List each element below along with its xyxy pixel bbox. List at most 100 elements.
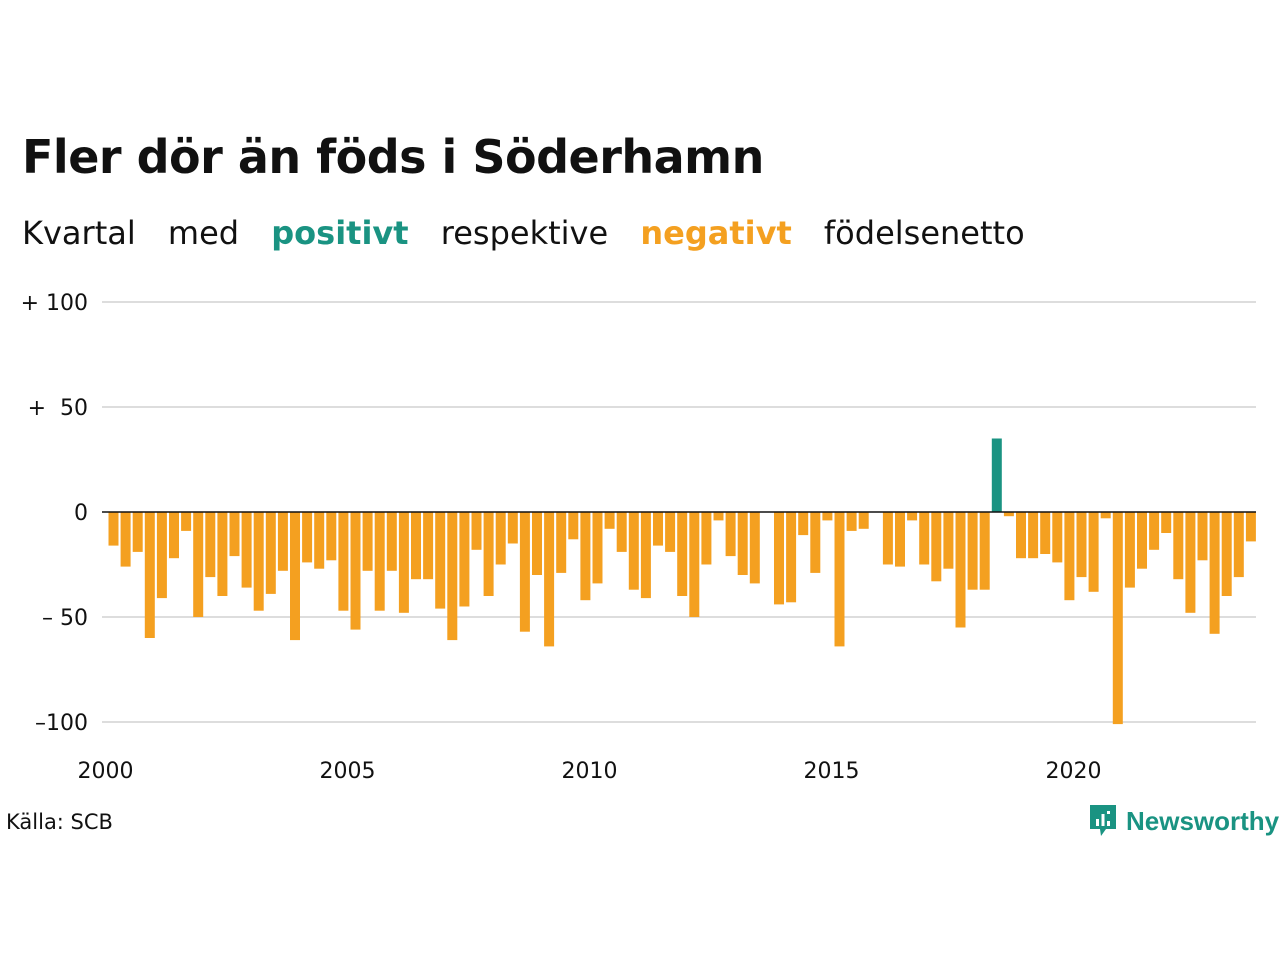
- bar-negative: [798, 512, 809, 536]
- bar-negative: [943, 512, 954, 569]
- bar-negative: [1028, 512, 1039, 559]
- y-tick-label: + 100: [21, 291, 88, 316]
- bar-negative: [919, 512, 930, 565]
- bar-negative: [774, 512, 784, 605]
- bars: [108, 438, 1256, 725]
- subtitle-word-med: med: [167, 214, 240, 252]
- bar-negative: [507, 512, 518, 544]
- bar-negative: [689, 512, 700, 617]
- bar-negative: [1003, 512, 1014, 517]
- bar-negative: [701, 512, 712, 565]
- bar-positive: [991, 438, 1002, 512]
- bar-negative: [277, 512, 288, 571]
- bar-negative: [665, 512, 676, 552]
- bar-negative: [1052, 512, 1063, 563]
- newsworthy-bar-chart-icon: [1090, 805, 1116, 836]
- bar-negative: [604, 512, 615, 529]
- bar-negative: [1124, 512, 1135, 588]
- y-tick-label: + 50: [28, 396, 88, 421]
- bar-negative: [483, 512, 494, 596]
- bar-negative: [1076, 512, 1087, 578]
- bar-negative: [1149, 512, 1160, 550]
- bar-negative: [398, 512, 409, 613]
- logo-text: Newsworthy: [1126, 805, 1280, 836]
- x-axis-tick-labels: 2000 2005 2010 2015 2020: [78, 759, 1102, 784]
- bar-negative: [302, 512, 313, 563]
- bar-negative: [556, 512, 567, 573]
- bar-negative: [205, 512, 216, 578]
- y-tick-label: – 50: [42, 606, 88, 631]
- bar-negative: [907, 512, 918, 521]
- x-tick-label: 2000: [78, 759, 134, 784]
- bar-negative: [882, 512, 893, 565]
- bar-negative: [132, 512, 143, 552]
- bar-negative: [616, 512, 627, 552]
- bar-negative: [834, 512, 845, 647]
- x-tick-label: 2005: [320, 759, 376, 784]
- bar-negative: [979, 512, 990, 590]
- subtitle-word-respektive: respektive: [440, 214, 609, 252]
- bar-negative: [1100, 512, 1111, 519]
- bar-negative: [858, 512, 869, 529]
- bar-negative: [144, 512, 155, 638]
- bar-negative: [423, 512, 434, 580]
- x-tick-label: 2020: [1046, 759, 1102, 784]
- bar-negative: [846, 512, 857, 531]
- bar-negative: [1209, 512, 1220, 634]
- bar-negative: [1245, 512, 1256, 542]
- legend-positive-label: positivt: [271, 214, 409, 252]
- bar-negative: [640, 512, 651, 599]
- bar-negative: [326, 512, 337, 561]
- bar-negative: [810, 512, 821, 573]
- bar-negative: [822, 512, 833, 521]
- bar-negative: [108, 512, 119, 546]
- bar-negative: [653, 512, 663, 546]
- bar-negative: [447, 512, 458, 641]
- bar-negative: [229, 512, 240, 557]
- bar-negative: [253, 512, 264, 611]
- bar-negative: [749, 512, 760, 584]
- bar-negative: [241, 512, 252, 588]
- bar-negative: [568, 512, 579, 540]
- bar-negative: [544, 512, 555, 647]
- bar-negative: [290, 512, 300, 641]
- newsworthy-logo: Newsworthy: [1088, 803, 1279, 839]
- bar-negative: [895, 512, 905, 567]
- bar-negative: [580, 512, 591, 601]
- source-note: Källa: SCB: [6, 810, 113, 834]
- bar-negative: [1221, 512, 1232, 596]
- x-tick-label: 2015: [804, 759, 860, 784]
- bar-negative: [725, 512, 736, 557]
- bar-negative: [120, 512, 131, 567]
- bar-negative: [471, 512, 482, 550]
- bar-negative: [386, 512, 397, 571]
- bar-negative: [435, 512, 446, 609]
- bar-negative: [181, 512, 192, 531]
- y-tick-label: 0: [74, 501, 88, 526]
- bar-negative: [1233, 512, 1244, 578]
- bar-negative: [931, 512, 942, 582]
- x-tick-label: 2010: [562, 759, 618, 784]
- bar-negative: [967, 512, 978, 590]
- bar-negative: [350, 512, 361, 630]
- bar-negative: [1173, 512, 1184, 580]
- chart-title: Fler dör än föds i Söderhamn: [22, 130, 764, 184]
- bar-negative: [955, 512, 966, 628]
- bar-negative: [314, 512, 325, 569]
- bar-negative: [374, 512, 385, 611]
- bar-negative: [737, 512, 748, 575]
- bar-negative: [338, 512, 349, 611]
- bar-negative: [411, 512, 421, 580]
- bar-negative: [265, 512, 276, 594]
- bar-negative: [677, 512, 688, 596]
- bar-negative: [1016, 512, 1026, 559]
- bar-negative: [1161, 512, 1172, 533]
- bar-negative: [156, 512, 167, 599]
- y-tick-label: –100: [35, 711, 88, 736]
- bar-negative: [786, 512, 797, 603]
- bar-negative: [1064, 512, 1075, 601]
- legend-negative-label: negativt: [640, 214, 792, 252]
- bar-negative: [459, 512, 470, 607]
